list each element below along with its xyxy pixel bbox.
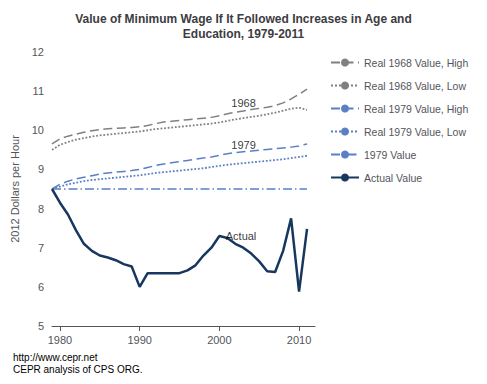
svg-text:Education, 1979-2011: Education, 1979-2011 (183, 27, 305, 41)
svg-text:11: 11 (33, 85, 44, 97)
svg-text:http://www.cepr.net: http://www.cepr.net (13, 352, 98, 363)
svg-text:6: 6 (38, 281, 44, 293)
svg-text:2010: 2010 (287, 334, 311, 346)
svg-text:1979: 1979 (231, 139, 255, 151)
svg-text:2012 Dollars per Hour: 2012 Dollars per Hour (9, 135, 21, 243)
svg-text:Real 1979 Value, Low: Real 1979 Value, Low (364, 126, 466, 138)
svg-text:Value of Minimum Wage If It Fo: Value of Minimum Wage If It Followed Inc… (75, 12, 412, 26)
svg-text:Actual: Actual (226, 230, 257, 242)
svg-text:8: 8 (38, 203, 44, 215)
svg-text:2000: 2000 (207, 334, 231, 346)
svg-text:7: 7 (38, 242, 44, 254)
svg-text:12: 12 (32, 46, 44, 58)
svg-text:1968: 1968 (231, 97, 255, 109)
svg-text:Actual Value: Actual Value (364, 172, 422, 184)
svg-text:Real 1968 Value, Low: Real 1968 Value, Low (364, 80, 466, 92)
svg-text:1979 Value: 1979 Value (364, 149, 417, 161)
svg-text:1990: 1990 (127, 334, 151, 346)
svg-text:9: 9 (38, 163, 44, 175)
svg-text:Real 1968 Value, High: Real 1968 Value, High (364, 57, 468, 69)
svg-text:Real 1979 Value, High: Real 1979 Value, High (364, 103, 468, 115)
svg-text:5: 5 (38, 320, 44, 332)
svg-text:CEPR analysis of CPS ORG.: CEPR analysis of CPS ORG. (13, 364, 142, 375)
svg-text:10: 10 (32, 124, 44, 136)
svg-text:1980: 1980 (48, 334, 72, 346)
